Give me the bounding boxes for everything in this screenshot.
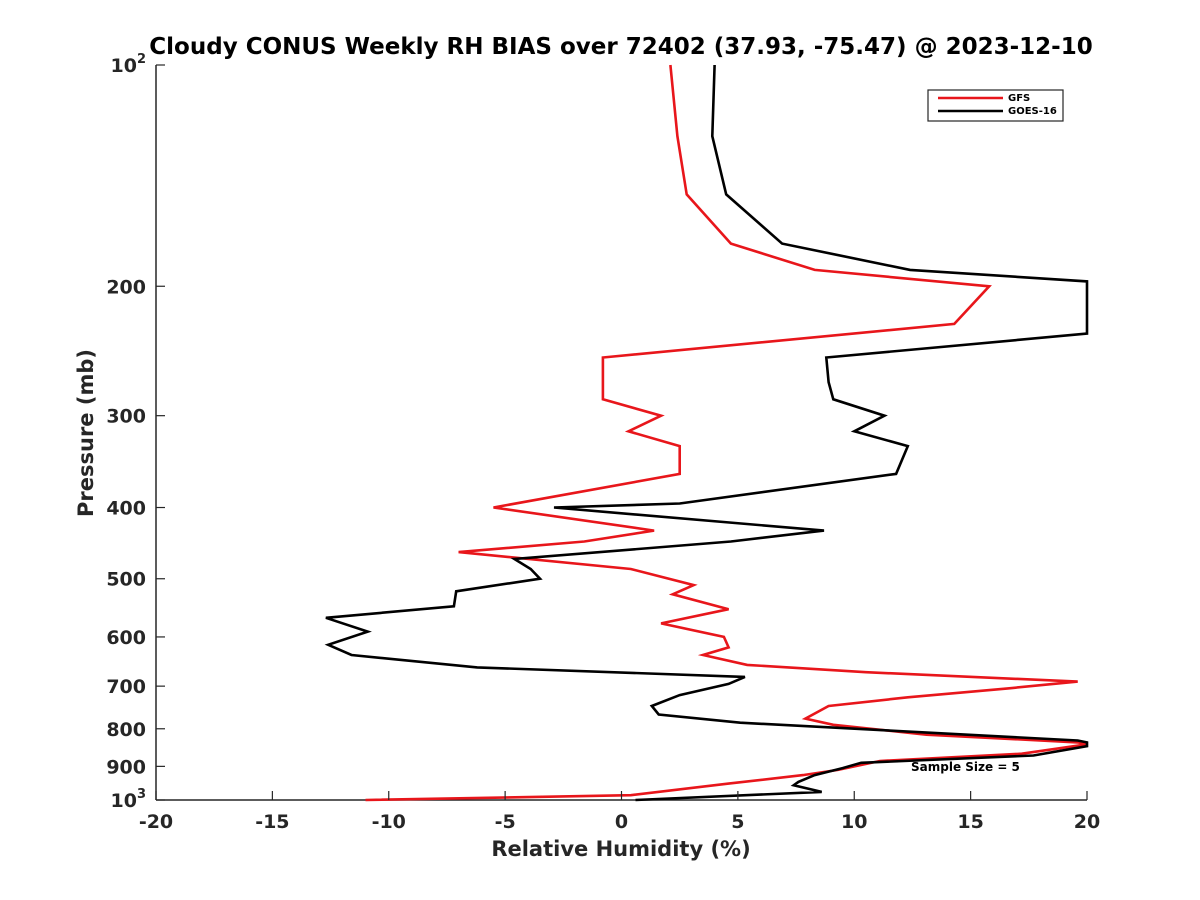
series-layer (324, 64, 1089, 802)
x-tick-label: 20 (1074, 811, 1100, 833)
legend-box (927, 89, 1064, 122)
plot-area: -20 -15 -10 -5 0 5 10 15 20 102 200 300 400 500 600 70… (106, 52, 1100, 833)
chart-title: Cloudy CONUS Weekly RH BIAS over 72402 (… (149, 34, 1092, 60)
x-tick-label: 5 (731, 811, 744, 833)
x-tick-label: 10 (841, 811, 867, 833)
series-line-gfs (365, 64, 1088, 802)
sample-size-annotation: Sample Size = 5 (911, 760, 1020, 774)
y-tick-label: 200 (106, 276, 146, 298)
y-tick-label: 600 (106, 627, 146, 649)
y-axis-ticks: 102 200 300 400 500 600 700 800 900 103 (106, 52, 165, 812)
x-axis-ticks: -20 -15 -10 -5 0 5 10 15 20 (139, 791, 1100, 833)
y-tick-label: 900 (106, 756, 146, 778)
y-tick-label: 102 (111, 52, 147, 77)
legend-label-goes16: GOES-16 (1008, 106, 1057, 117)
x-tick-label: -5 (495, 811, 516, 833)
x-axis-label: Relative Humidity (%) (491, 837, 750, 861)
series-line-goes16 (324, 64, 1089, 802)
y-tick-label: 300 (106, 406, 146, 428)
x-tick-label: -15 (255, 811, 289, 833)
y-tick-label: 700 (106, 676, 146, 698)
y-axis-label: Pressure (mb) (74, 349, 98, 517)
x-tick-label: -10 (372, 811, 406, 833)
x-tick-label: 15 (957, 811, 983, 833)
y-tick-label: 800 (106, 719, 146, 741)
y-tick-label: 500 (106, 569, 146, 591)
x-tick-label: -20 (139, 811, 173, 833)
x-tick-label: 0 (615, 811, 628, 833)
y-tick-label: 103 (111, 787, 147, 812)
y-tick-label: 400 (106, 498, 146, 520)
legend-label-gfs: GFS (1008, 93, 1030, 104)
legend: GFS GOES-16 (927, 89, 1064, 122)
